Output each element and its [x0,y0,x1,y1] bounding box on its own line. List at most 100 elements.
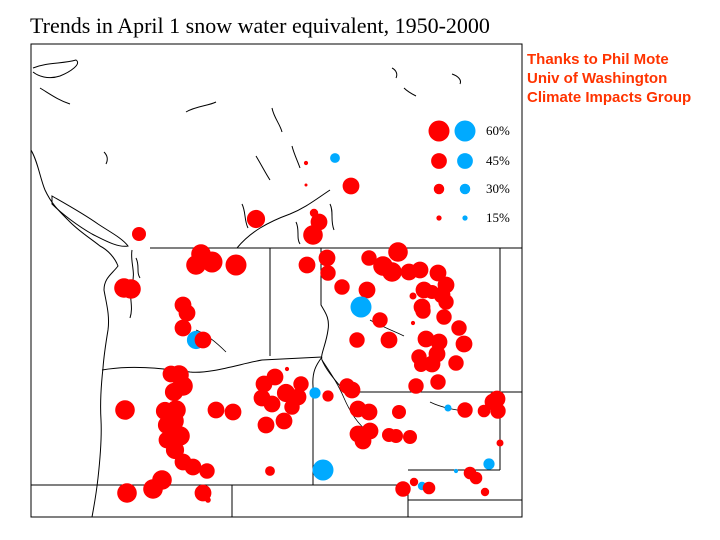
station-dot-increase [312,459,334,481]
wa-or-border [101,356,323,373]
station-dot-decrease [409,477,419,487]
station-dot-decrease [265,466,275,476]
station-dot-decrease [205,497,211,503]
station-dot-decrease [423,355,441,373]
station-dot-decrease [360,403,378,421]
station-dot-decrease [162,365,180,383]
station-dot-increase [444,404,452,412]
station-dot-decrease [207,401,225,419]
station-dot-decrease [415,303,431,319]
legend-dot-decrease [428,120,450,142]
station-dot-decrease [121,279,141,299]
station-dot-decrease [469,471,483,485]
lake-11 [103,151,108,165]
station-dot-decrease [224,403,242,421]
station-dot-decrease [480,487,490,497]
lake-10 [391,67,398,79]
station-dot-decrease [184,458,202,476]
station-dot-decrease [255,375,273,393]
pacific-coastline [30,149,119,518]
station-dot-decrease [430,374,446,390]
lake-9 [451,73,461,85]
legend-label: 30% [486,181,510,196]
snake-river [321,359,369,433]
station-dot-increase [350,296,372,318]
station-dot-decrease [303,225,323,245]
station-dot-decrease [358,281,376,299]
station-dot-decrease [132,227,146,241]
lake-1 [185,101,217,113]
legend: 60% 45% 30% 15% [428,120,510,225]
station-dot-decrease [342,177,360,195]
station-dot-decrease [455,335,473,353]
or-id-border [312,356,323,485]
station-dot-decrease [349,332,365,348]
lake-7 [295,221,301,245]
station-dot-decrease [477,404,491,418]
station-dot-decrease [414,358,428,372]
legend-dot-decrease [431,153,447,169]
station-dot-decrease [174,319,192,337]
arctic-island-2 [39,87,71,105]
legend-dot-increase [457,153,473,169]
legend-dot-decrease [436,215,442,221]
station-dot-decrease [409,292,417,300]
station-dot-decrease [225,254,247,276]
station-dot-decrease [422,481,436,495]
lake-8 [403,87,417,97]
station-dot-decrease [318,249,336,267]
legend-label: 45% [486,153,510,168]
station-dot-decrease [320,265,336,281]
map-frame [30,43,523,518]
station-dot-decrease [298,256,316,274]
page-title: Trends in April 1 snow water equivalent,… [30,13,490,38]
legend-dot-increase [454,120,476,142]
legend-label: 15% [486,210,510,225]
station-dot-decrease [395,481,411,497]
station-dot-decrease [246,209,266,229]
station-dot-increase [309,387,321,399]
credit-line-2: Univ of Washington [527,70,668,87]
station-dot-decrease [382,262,402,282]
station-dot-decrease [490,403,506,419]
vancouver-island [51,195,129,247]
credit-line-3: Climate Impacts Group [527,89,692,106]
station-dot-decrease [496,439,504,447]
station-dot-decrease [392,405,406,419]
station-dot-decrease [157,415,177,435]
station-dot-decrease [408,378,424,394]
station-dot-decrease [438,294,454,310]
station-dot-decrease [448,355,464,371]
lake-12 [135,257,141,279]
station-dot-decrease [457,402,473,418]
legend-label: 60% [486,123,510,138]
station-dot-decrease [361,250,377,266]
station-dot-decrease [429,264,447,282]
station-dot-decrease [293,376,309,392]
station-dot-decrease [322,390,334,402]
station-dot-decrease [382,428,396,442]
station-dot-decrease [194,331,212,349]
credit-line-1: Thanks to Phil Mote [527,51,669,68]
station-dot-decrease [164,382,184,402]
legend-dot-increase [462,215,468,221]
map-lines [30,59,522,518]
arctic-island-1 [32,59,78,79]
station-dot-decrease [263,395,281,413]
station-dot-decrease [372,312,388,328]
station-dots [114,153,506,503]
station-dot-decrease [284,366,290,372]
station-dot-decrease [400,263,418,281]
station-dot-decrease [388,242,408,262]
station-dot-decrease [403,430,417,444]
legend-dot-increase [459,183,471,195]
station-dot-decrease [284,399,300,415]
station-dot-decrease [339,378,355,394]
station-dot-decrease [143,479,163,499]
lake-4 [255,155,271,181]
station-dot-decrease [186,255,206,275]
station-dot-decrease [410,320,416,326]
credits: Thanks to Phil Mote Univ of Washington C… [527,50,691,107]
station-dot-decrease [201,251,223,273]
lake-5 [241,203,249,229]
